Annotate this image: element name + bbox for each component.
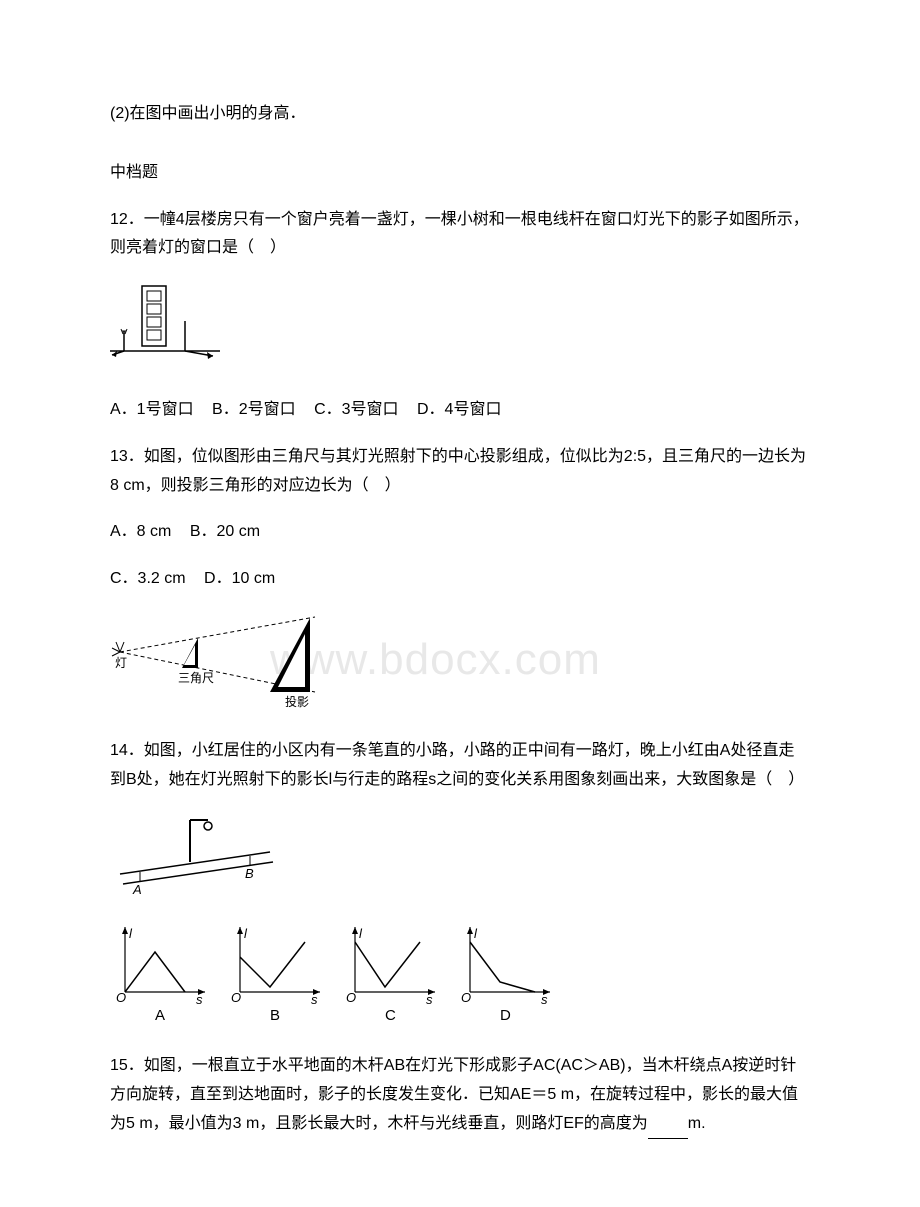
q13-proj-label: 投影 (285, 694, 309, 709)
q12-option-d: D．4号窗口 (417, 396, 501, 425)
q13-option-b: B．20 cm (190, 518, 260, 547)
svg-text:s: s (426, 992, 433, 1007)
svg-text:C: C (385, 1007, 396, 1024)
svg-text:O: O (116, 990, 126, 1005)
q14-stem: 14．如图，小红居住的小区内有一条笔直的小路，小路的正中间有一路灯，晚上小红由A… (110, 737, 810, 795)
svg-text:l: l (244, 926, 248, 941)
q12-option-b: B．2号窗口 (212, 396, 296, 425)
svg-text:D: D (500, 1007, 511, 1024)
q12-figure (110, 281, 810, 382)
svg-text:l: l (129, 926, 133, 941)
q13-option-c: C．3.2 cm (110, 565, 186, 594)
q13-figure: 灯 三角尺 投影 (110, 612, 810, 723)
q12-options: A．1号窗口 B．2号窗口 C．3号窗口 D．4号窗口 (110, 396, 810, 425)
q15-blank (648, 1110, 688, 1140)
svg-text:s: s (196, 992, 203, 1007)
q12-stem: 12．一幢4层楼房只有一个窗户亮着一盏灯，一棵小树和一根电线杆在窗口灯光下的影子… (110, 206, 810, 264)
q15-stem-post: m. (688, 1115, 706, 1132)
q13-tri-label: 三角尺 (178, 671, 214, 685)
section-mid-label: 中档题 (110, 159, 810, 188)
svg-text:s: s (541, 992, 548, 1007)
svg-text:O: O (346, 990, 356, 1005)
q13-option-d: D．10 cm (204, 565, 275, 594)
svg-text:A: A (155, 1007, 165, 1024)
q14-figure-scene: A B (110, 812, 810, 908)
q13-stem: 13．如图，位似图形由三角尺与其灯光照射下的中心投影组成，位似比为2:5，且三角… (110, 443, 810, 501)
q12-option-c: C．3号窗口 (314, 396, 398, 425)
svg-text:l: l (474, 926, 478, 941)
q14-options-figure: l O s A l O s B l O s C (110, 922, 810, 1038)
q-sub2-text: (2)在图中画出小明的身高． (110, 100, 810, 129)
q13-options-row1: A．8 cm B．20 cm (110, 518, 810, 547)
svg-text:O: O (231, 990, 241, 1005)
q14-label-b: B (245, 866, 254, 881)
q15-stem: 15．如图，一根直立于水平地面的木杆AB在灯光下形成影子AC(AC＞AB)，当木… (110, 1052, 810, 1139)
svg-text:O: O (461, 990, 471, 1005)
q13-options-row2: C．3.2 cm D．10 cm (110, 565, 810, 594)
svg-text:s: s (311, 992, 318, 1007)
q14-label-a: A (132, 882, 142, 897)
q12-option-a: A．1号窗口 (110, 396, 194, 425)
q13-option-a: A．8 cm (110, 518, 171, 547)
svg-text:B: B (270, 1007, 280, 1024)
q13-lamp-label: 灯 (115, 656, 127, 670)
svg-text:l: l (359, 926, 363, 941)
